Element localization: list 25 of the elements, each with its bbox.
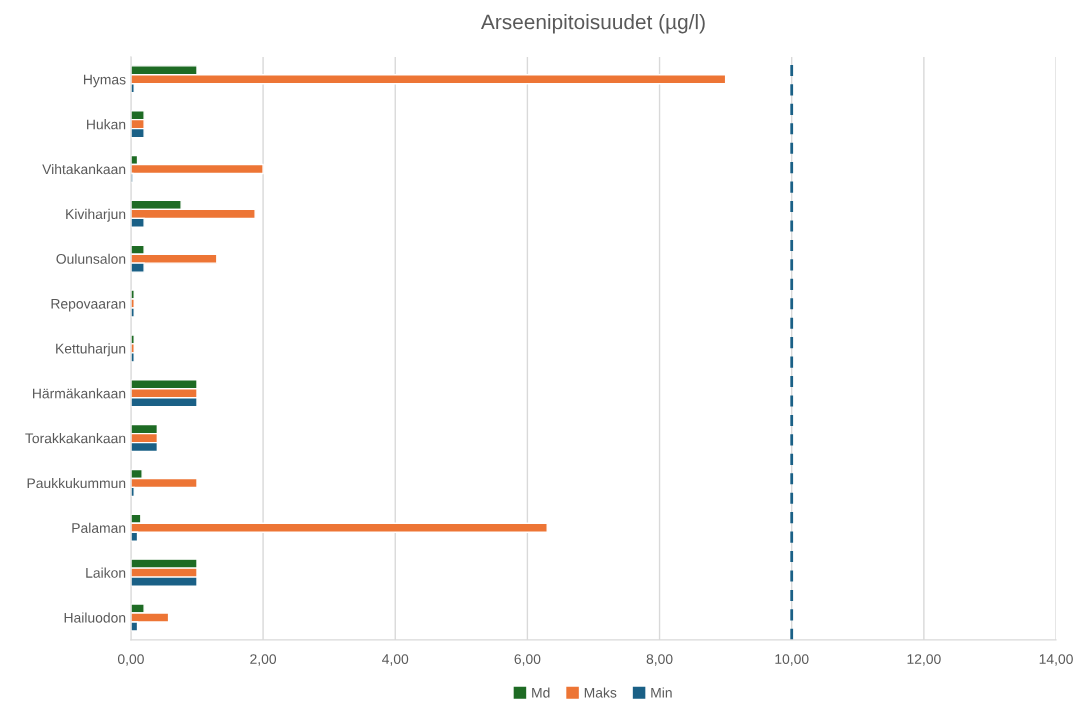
x-tick-label: 2,00 [250, 654, 277, 666]
y-tick-label: Härmäkankaan [33, 388, 126, 399]
x-tick-label: 10,00 [775, 654, 809, 666]
y-tick-label: Oulunsalon [56, 253, 126, 264]
x-tick-label: 14,00 [1039, 654, 1073, 666]
y-tick-label: Hailuodon [64, 612, 126, 623]
legend-label: Md [532, 687, 550, 698]
y-tick-label: Torakkakankaan [25, 433, 126, 444]
x-tick-label: 12,00 [907, 654, 941, 666]
x-tick-label: 0,00 [117, 654, 144, 666]
legend-label: Min [651, 687, 672, 698]
y-tick-label: Repovaaran [51, 299, 126, 312]
y-tick-label: Palaman [72, 522, 126, 533]
y-tick-label: Paukkukummun [27, 477, 126, 489]
legend-label: Maks [584, 687, 617, 698]
y-tick-label: Kiviharjun [66, 208, 126, 222]
x-tick-label: 8,00 [646, 654, 673, 666]
y-tick-label: Hukan [87, 119, 126, 130]
y-tick-label: Vihtakankaan [42, 163, 126, 175]
y-tick-label: Hymas [83, 74, 126, 88]
y-tick-label: Kettuharjun [56, 343, 126, 357]
x-tick-label: 6,00 [514, 654, 541, 666]
chart-title: Arseenipitoisuudet (µg/l) [480, 14, 705, 34]
y-tick-label: Laikon [86, 567, 126, 578]
x-tick-label: 4,00 [382, 654, 409, 666]
